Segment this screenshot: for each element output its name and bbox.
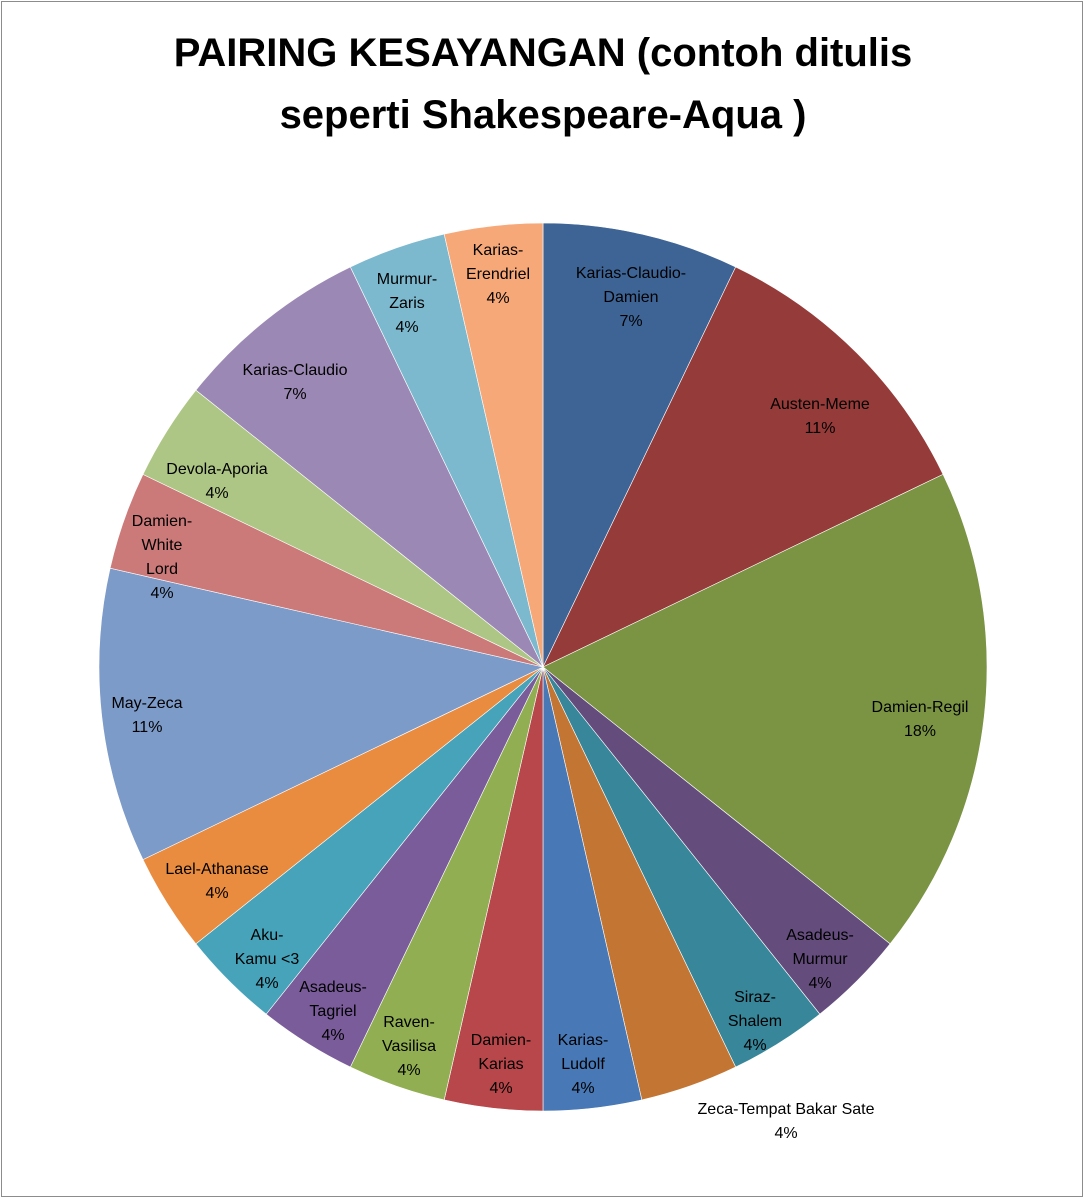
chart-title-line-2: seperti Shakespeare-Aqua ) — [279, 93, 807, 137]
slice-label: Damien- Karias 4% — [471, 1032, 531, 1097]
slice-percent: 4% — [255, 975, 278, 992]
slice-name: Damien-Regil — [872, 699, 969, 716]
slice-percent: 4% — [205, 885, 228, 902]
slice-percent: 4% — [774, 1125, 797, 1142]
slice-percent: 4% — [486, 290, 509, 307]
slice-label: Austen-Meme 11% — [770, 396, 870, 437]
chart-title-line-1: PAIRING KESAYANGAN (contoh ditulis — [173, 31, 913, 75]
slice-label: Zeca-Tempat Bakar Sate 4% — [698, 1101, 875, 1142]
slice-name: Aku- — [251, 927, 284, 944]
slice-label: Karias- Ludolf 4% — [558, 1032, 609, 1097]
slice-percent: 7% — [619, 313, 642, 330]
slice-name: White — [142, 537, 183, 554]
slice-name: Austen-Meme — [770, 396, 870, 413]
slice-percent: 4% — [321, 1027, 344, 1044]
chart-title: PAIRING KESAYANGAN (contoh ditulis seper… — [0, 22, 1086, 146]
slice-name: Siraz- — [734, 989, 776, 1006]
slice-name: Kamu <3 — [235, 951, 300, 968]
slice-percent: 4% — [743, 1037, 766, 1054]
slice-name: Damien- — [132, 513, 192, 530]
slice-percent: 4% — [205, 485, 228, 502]
slice-label: Asadeus- Murmur 4% — [786, 927, 854, 992]
slice-label: Damien-Regil 18% — [872, 699, 969, 740]
slice-label: Lael-Athanase 4% — [165, 861, 268, 902]
slice-percent: 18% — [904, 723, 936, 740]
slice-percent: 4% — [489, 1080, 512, 1097]
slice-name: Murmur — [792, 951, 848, 968]
slice-percent: 4% — [150, 585, 173, 602]
pie-slice-damien-regil — [542, 473, 988, 945]
slice-label: Raven- Vasilisa 4% — [382, 1014, 436, 1079]
slice-name: May-Zeca — [111, 695, 182, 712]
slice-name: Asadeus- — [786, 927, 854, 944]
slice-name: Damien- — [471, 1032, 531, 1049]
slice-percent: 11% — [132, 719, 163, 736]
slice-name: Damien — [603, 289, 658, 306]
slice-name: Shalem — [728, 1013, 782, 1030]
pie-slices — [98, 222, 988, 1112]
slice-name: Raven- — [383, 1014, 435, 1031]
slice-name: Lord — [146, 561, 178, 578]
slice-name: Devola-Aporia — [166, 461, 267, 478]
slice-label: Karias-Claudio 7% — [243, 362, 348, 403]
slice-name: Tagriel — [309, 1003, 356, 1020]
slice-label: Devola-Aporia 4% — [166, 461, 267, 502]
slice-label: Asadeus- Tagriel 4% — [299, 979, 367, 1044]
pie-slice-karias-claudio — [195, 266, 544, 668]
slice-name: Karias-Claudio- — [576, 265, 686, 282]
slice-name: Lael-Athanase — [165, 861, 268, 878]
pie-slice-austen-meme — [542, 266, 944, 668]
slice-name: Ludolf — [561, 1056, 605, 1073]
pie-labels: Karias-Claudio- Damien 7% Austen-Meme 11% Dam… — [111, 242, 968, 1142]
pie-slice-may-zeca — [98, 567, 544, 861]
slice-label: Karias-Claudio- Damien 7% — [576, 265, 686, 330]
slice-name: Murmur- — [377, 271, 437, 288]
slice-label: Murmur- Zaris 4% — [377, 271, 437, 336]
slice-label: Damien- White Lord 4% — [132, 513, 192, 602]
slice-name: Karias- — [473, 242, 524, 259]
slice-percent: 4% — [395, 319, 418, 336]
slice-name: Karias-Claudio — [243, 362, 348, 379]
slice-percent: 7% — [283, 386, 306, 403]
slice-label: May-Zeca 11% — [111, 695, 182, 736]
slice-label: Siraz- Shalem 4% — [728, 989, 782, 1054]
slice-label: Aku- Kamu <3 4% — [235, 927, 300, 992]
pie-slice-karias-erendriel — [443, 222, 544, 668]
pie-slice-karias-claudio-damien — [542, 222, 737, 668]
slice-percent: 4% — [808, 975, 831, 992]
slice-name: Zaris — [389, 295, 425, 312]
slice-percent: 4% — [397, 1062, 420, 1079]
slice-name: Karias- — [558, 1032, 609, 1049]
slice-name: Karias — [478, 1056, 523, 1073]
slice-name: Zeca-Tempat Bakar Sate — [698, 1101, 875, 1118]
slice-name: Vasilisa — [382, 1038, 436, 1055]
slice-name: Asadeus- — [299, 979, 367, 996]
slice-label: Karias- Erendriel 4% — [466, 242, 530, 307]
slice-percent: 4% — [571, 1080, 594, 1097]
slice-percent: 11% — [805, 420, 836, 437]
slice-name: Erendriel — [466, 266, 530, 283]
